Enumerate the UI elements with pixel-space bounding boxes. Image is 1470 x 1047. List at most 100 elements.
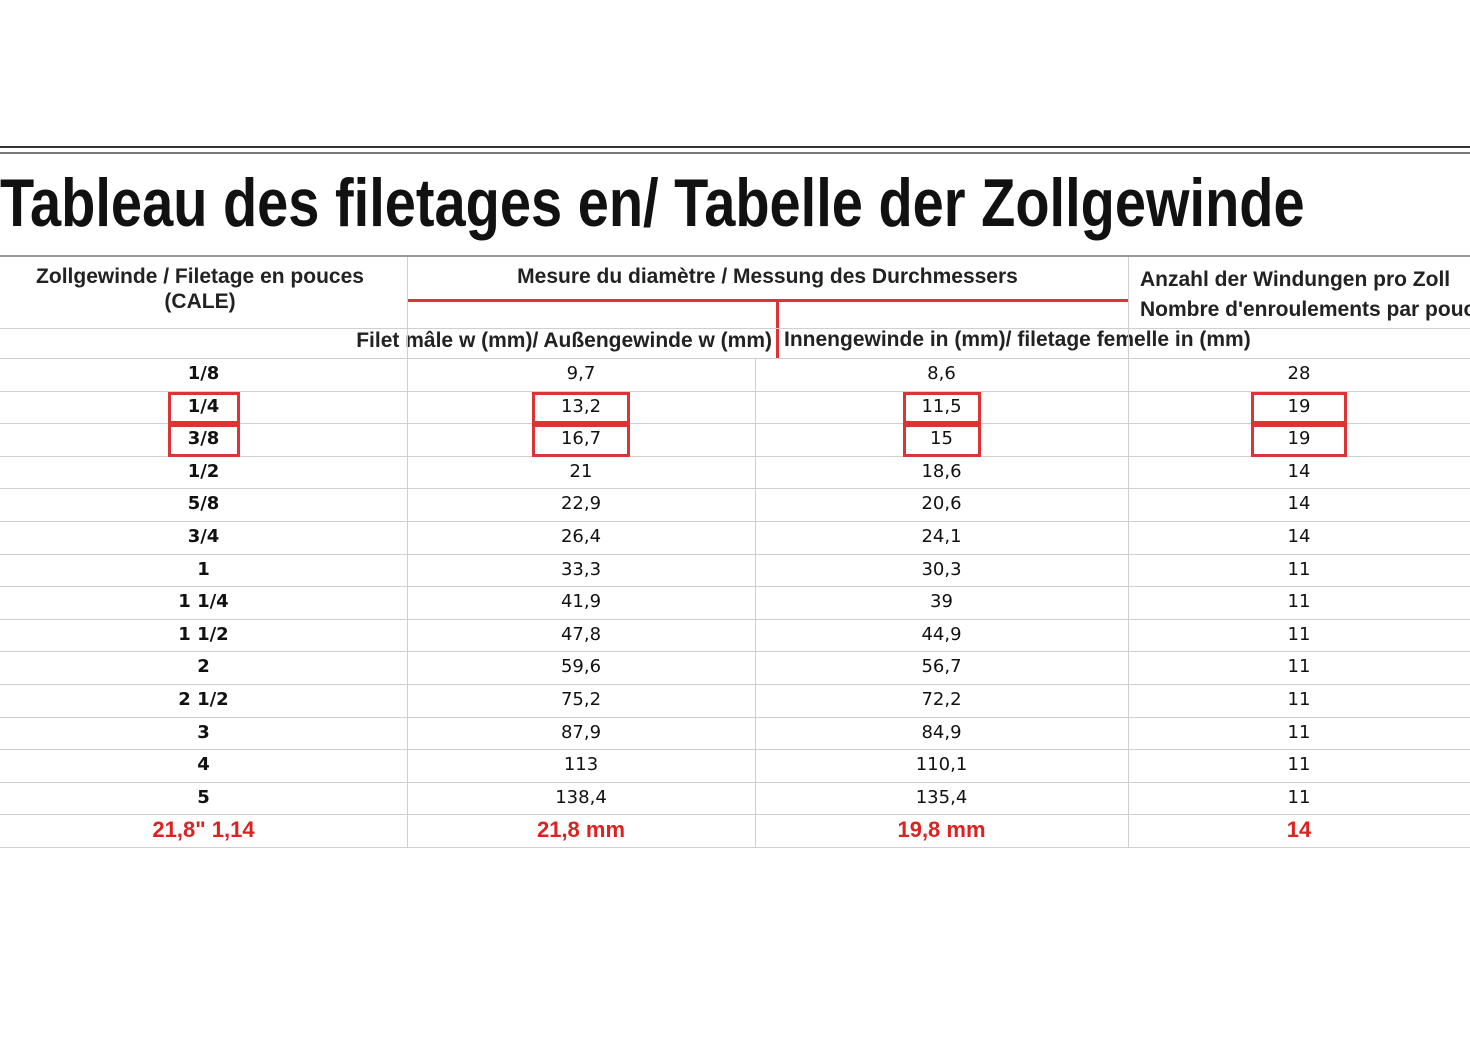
row-line [0, 391, 1470, 392]
cell: 1/4 [187, 395, 220, 417]
result-cell: 21,8" 1,14 [152, 817, 255, 843]
highlight-box [167, 424, 240, 457]
cell: 19 [1287, 428, 1311, 450]
row-line [0, 586, 1470, 587]
cell: 1/8 [187, 363, 220, 384]
header-line: Nombre d'enroulements par pouce [1140, 298, 1470, 321]
col-line [407, 257, 408, 847]
highlight-box [1251, 391, 1347, 425]
cell: 18,6 [921, 460, 962, 482]
red-rule [407, 299, 1128, 302]
threads-header: Anzahl der Windungen pro Zoll Nombre d'e… [1140, 265, 1470, 325]
cell: 87,9 [560, 721, 602, 743]
header-line: (CALE) [164, 290, 236, 313]
cell: 28 [1287, 363, 1311, 384]
cell: 30,3 [921, 558, 962, 580]
cell: 11 [1287, 591, 1311, 613]
cell: 2 [197, 656, 210, 678]
cell: 15 [930, 428, 953, 450]
cell: 1 [197, 558, 210, 580]
result-cell: 19,8 mm [897, 817, 986, 843]
cell: 1/2 [187, 460, 220, 482]
col-line [1128, 257, 1129, 847]
cell: 19 [1287, 395, 1311, 417]
top-rule [0, 146, 1470, 148]
subheader: Filet mâle w (mm)/ Außengewinde w (mm) [356, 329, 772, 352]
cell: 16,7 [560, 428, 602, 450]
cell: 11 [1287, 656, 1311, 678]
cell: 13,2 [560, 395, 602, 417]
cell: 5/8 [187, 493, 220, 515]
top-rule [0, 152, 1470, 154]
row-line [0, 814, 1470, 815]
cell: 110,1 [915, 754, 968, 776]
inch-header: Zollgewinde / Filetage en pouces (CALE) [0, 264, 400, 314]
row-line [0, 717, 1470, 718]
row-line [0, 684, 1470, 685]
col-line [755, 358, 756, 847]
header-rule [0, 255, 1470, 257]
cell: 11 [1287, 623, 1311, 645]
row-line [0, 521, 1470, 522]
cell: 138,4 [555, 786, 607, 808]
cell: 11 [1287, 721, 1311, 743]
cell: 75,2 [560, 689, 602, 710]
cell: 20,6 [921, 493, 962, 515]
row-line [0, 456, 1470, 457]
cell: 22,9 [560, 493, 602, 515]
cell: 3/8 [187, 428, 220, 450]
cell: 11 [1287, 689, 1311, 710]
cell: 11 [1287, 558, 1311, 580]
row-line [0, 328, 1470, 329]
cell: 26,4 [560, 526, 602, 547]
cell: 11 [1287, 786, 1311, 808]
cell: 1 1/4 [178, 591, 229, 613]
row-line [0, 488, 1470, 489]
cell: 33,3 [560, 558, 602, 580]
cell: 24,1 [921, 526, 962, 547]
result-cell: 21,8 mm [536, 817, 626, 843]
cell: 11 [1287, 754, 1311, 776]
cell: 5 [197, 786, 210, 808]
cell: 59,6 [560, 656, 602, 678]
row-line [0, 554, 1470, 555]
cell: 3 [197, 721, 210, 743]
row-line [0, 782, 1470, 783]
cell: 84,9 [921, 721, 962, 743]
subheader: Innengewinde in (mm)/ filetage femelle i… [784, 328, 1251, 351]
cell: 11,5 [921, 395, 962, 417]
row-line [0, 358, 1470, 359]
highlight-box [902, 391, 981, 425]
row-line [0, 423, 1470, 424]
row-line [0, 749, 1470, 750]
cell: 21 [569, 460, 593, 482]
header-line: Anzahl der Windungen pro Zoll [1140, 268, 1451, 291]
header-line: Zollgewinde / Filetage en pouces [36, 265, 364, 288]
highlight-box [1251, 424, 1347, 457]
diameter-header: Mesure du diamètre / Messung des Durchme… [517, 265, 1018, 288]
red-rule [776, 300, 779, 358]
cell: 44,9 [921, 623, 962, 645]
cell: 14 [1287, 493, 1311, 515]
row-line [0, 847, 1470, 848]
cell: 56,7 [921, 656, 962, 678]
cell: 41,9 [560, 591, 602, 613]
row-line [0, 651, 1470, 652]
cell: 113 [563, 754, 599, 776]
cell: 4 [197, 754, 210, 776]
cell: 135,4 [915, 786, 968, 808]
row-line [0, 619, 1470, 620]
cell: 72,2 [921, 689, 962, 710]
cell: 2 1/2 [178, 689, 229, 710]
highlight-box [532, 391, 630, 425]
cell: 8,6 [927, 363, 956, 384]
title: Tableau des filetages en/ Tabelle der Zo… [0, 165, 1305, 241]
cell: 14 [1287, 526, 1311, 547]
cell: 1 1/2 [178, 623, 229, 645]
cell: 14 [1287, 460, 1311, 482]
cell: 39 [930, 591, 953, 613]
cell: 47,8 [560, 623, 602, 645]
result-cell: 14 [1286, 817, 1312, 843]
highlight-box [167, 391, 240, 425]
